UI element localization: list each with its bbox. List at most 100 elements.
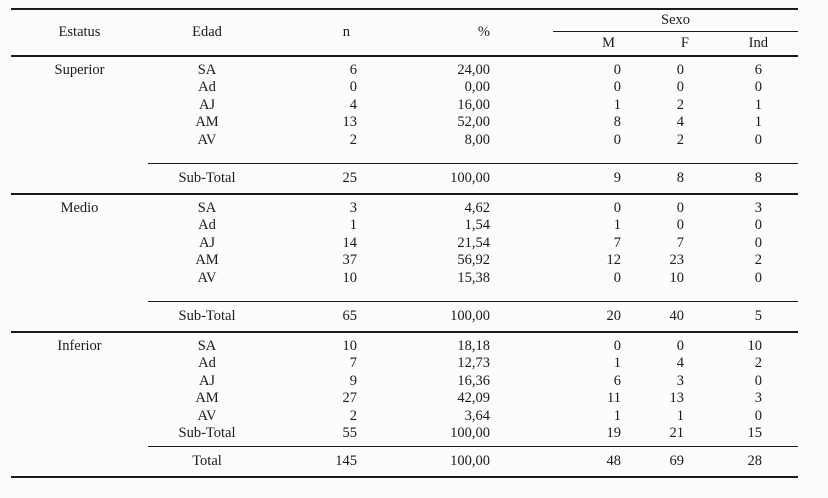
sexo-m-cell: 19 bbox=[606, 425, 622, 441]
pct-cell: 100,00 bbox=[450, 170, 490, 187]
section-rows: Superior SA 6 24,00 0 0 6 Ad 0 0,00 0 0 0 AJ 4 16,00 1 2 1… bbox=[11, 61, 798, 149]
table-row: Sub-Total 55 100,00 19 21 15 bbox=[11, 425, 798, 443]
table-row: Inferior SA 10 18,18 0 0 10 bbox=[11, 337, 798, 355]
sexo-ind-cell: 1 bbox=[754, 114, 762, 130]
sexo-m-cell: 6 bbox=[613, 372, 621, 389]
table-row: AM 37 56,92 12 23 2 bbox=[11, 252, 798, 270]
n-cell: 2 bbox=[349, 407, 357, 424]
sexo-m-cell: 1 bbox=[613, 407, 621, 424]
sexo-f-cell: 40 bbox=[669, 308, 685, 325]
n-cell: 6 bbox=[349, 61, 357, 78]
table-row: AJ 14 21,54 7 7 0 bbox=[11, 234, 798, 252]
pct-cell: 3,64 bbox=[464, 407, 490, 424]
column-header-sexo-m: M bbox=[602, 35, 615, 52]
sexo-m-cell: 1 bbox=[613, 217, 621, 233]
table-row: AV 10 15,38 0 10 0 bbox=[11, 269, 798, 287]
n-cell: 55 bbox=[342, 425, 358, 441]
sexo-ind-cell: 2 bbox=[754, 252, 762, 268]
sexo-m-cell: 1 bbox=[613, 96, 621, 113]
n-cell: 0 bbox=[349, 79, 357, 95]
sexo-f-cell: 3 bbox=[676, 372, 684, 389]
sexo-m-cell: 0 bbox=[613, 61, 621, 78]
pct-cell: 4,62 bbox=[464, 199, 490, 216]
n-cell: 3 bbox=[349, 199, 357, 216]
sexo-m-cell: 0 bbox=[613, 199, 621, 216]
n-cell: 13 bbox=[342, 114, 358, 130]
pct-cell: 15,38 bbox=[457, 269, 490, 286]
edad-cell: AJ bbox=[198, 96, 216, 113]
column-header-percent: % bbox=[477, 24, 490, 41]
n-cell: 4 bbox=[349, 96, 357, 113]
column-header-sexo-f: F bbox=[680, 35, 689, 52]
pct-cell: 1,54 bbox=[464, 217, 490, 233]
sexo-f-cell: 1 bbox=[676, 407, 684, 424]
pct-cell: 56,92 bbox=[457, 252, 490, 268]
edad-cell: Ad bbox=[198, 79, 216, 95]
sexo-m-cell: 1 bbox=[613, 355, 621, 371]
pct-cell: 100,00 bbox=[450, 425, 490, 441]
sexo-f-cell: 4 bbox=[676, 114, 684, 130]
n-cell: 9 bbox=[349, 372, 357, 389]
sexo-ind-cell: 5 bbox=[754, 308, 762, 325]
table-row: Ad 7 12,73 1 4 2 bbox=[11, 355, 798, 373]
sexo-m-cell: 0 bbox=[613, 337, 621, 354]
n-cell: 14 bbox=[342, 234, 358, 251]
edad-cell: AV bbox=[197, 407, 217, 424]
column-header-n: n bbox=[342, 24, 350, 41]
sexo-ind-cell: 0 bbox=[754, 234, 762, 251]
table-row: AV 2 8,00 0 2 0 bbox=[11, 131, 798, 149]
sexo-f-cell: 0 bbox=[676, 79, 684, 95]
sexo-m-cell: 0 bbox=[613, 269, 621, 286]
sexo-ind-cell: 0 bbox=[754, 131, 762, 148]
edad-cell: AJ bbox=[198, 372, 216, 389]
n-cell: 25 bbox=[342, 170, 358, 187]
edad-cell: AV bbox=[197, 131, 217, 148]
n-cell: 2 bbox=[349, 131, 357, 148]
total-separator-rule bbox=[148, 446, 798, 447]
table-row: Ad 0 0,00 0 0 0 bbox=[11, 79, 798, 97]
n-cell: 10 bbox=[342, 337, 358, 354]
n-cell: 37 bbox=[342, 252, 358, 268]
edad-cell: Ad bbox=[198, 217, 216, 233]
sexo-f-cell: 4 bbox=[676, 355, 684, 371]
column-header-sexo-ind: Ind bbox=[748, 35, 768, 52]
sexo-f-cell: 0 bbox=[676, 217, 684, 233]
sexo-f-cell: 69 bbox=[669, 453, 685, 470]
sexo-ind-cell: 0 bbox=[754, 372, 762, 389]
sexo-m-cell: 12 bbox=[606, 252, 622, 268]
n-cell: 10 bbox=[342, 269, 358, 286]
pct-cell: 100,00 bbox=[450, 453, 490, 470]
subtotal-row: Sub-Total 65 100,00 20 40 5 bbox=[11, 302, 798, 331]
sexo-ind-cell: 0 bbox=[754, 217, 762, 233]
sexo-ind-cell: 0 bbox=[754, 79, 762, 95]
pct-cell: 16,00 bbox=[457, 96, 490, 113]
sexo-ind-cell: 3 bbox=[754, 390, 762, 406]
sexo-f-cell: 23 bbox=[669, 252, 685, 268]
table-row: AJ 9 16,36 6 3 0 bbox=[11, 372, 798, 390]
sexo-ind-cell: 3 bbox=[754, 199, 762, 216]
sexo-m-cell: 8 bbox=[613, 114, 621, 130]
sexo-ind-cell: 1 bbox=[754, 96, 762, 113]
total-row: Total 145 100,00 48 69 28 bbox=[11, 447, 798, 476]
pct-cell: 24,00 bbox=[457, 61, 490, 78]
edad-cell: AV bbox=[197, 269, 217, 286]
total-label: Total bbox=[192, 453, 222, 470]
pct-cell: 100,00 bbox=[450, 308, 490, 325]
table-row: Superior SA 6 24,00 0 0 6 bbox=[11, 61, 798, 79]
subtotal-label: Sub-Total bbox=[178, 170, 236, 187]
sexo-m-cell: 9 bbox=[613, 170, 621, 187]
sexo-ind-cell: 2 bbox=[754, 355, 762, 371]
pct-cell: 0,00 bbox=[464, 79, 490, 95]
section-rows: Medio SA 3 4,62 0 0 3 Ad 1 1,54 1 0 0 AJ 14 21,54 7 7 0 AM 3… bbox=[11, 199, 798, 287]
column-header-edad: Edad bbox=[192, 24, 222, 41]
pct-cell: 18,18 bbox=[457, 337, 490, 354]
estatus-edad-sexo-table: Estatus Edad n % Sexo M F Ind Superior SA… bbox=[11, 8, 798, 478]
pct-cell: 21,54 bbox=[457, 234, 490, 251]
sexo-f-cell: 8 bbox=[676, 170, 684, 187]
section-rows: Inferior SA 10 18,18 0 0 10 Ad 7 12,73 1 4 2 AJ 9 16,36… bbox=[11, 337, 798, 442]
table-row: Ad 1 1,54 1 0 0 bbox=[11, 217, 798, 235]
table-row: AM 13 52,00 8 4 1 bbox=[11, 114, 798, 132]
sexo-f-cell: 0 bbox=[676, 199, 684, 216]
edad-cell: AM bbox=[195, 390, 219, 406]
table-row: Medio SA 3 4,62 0 0 3 bbox=[11, 199, 798, 217]
